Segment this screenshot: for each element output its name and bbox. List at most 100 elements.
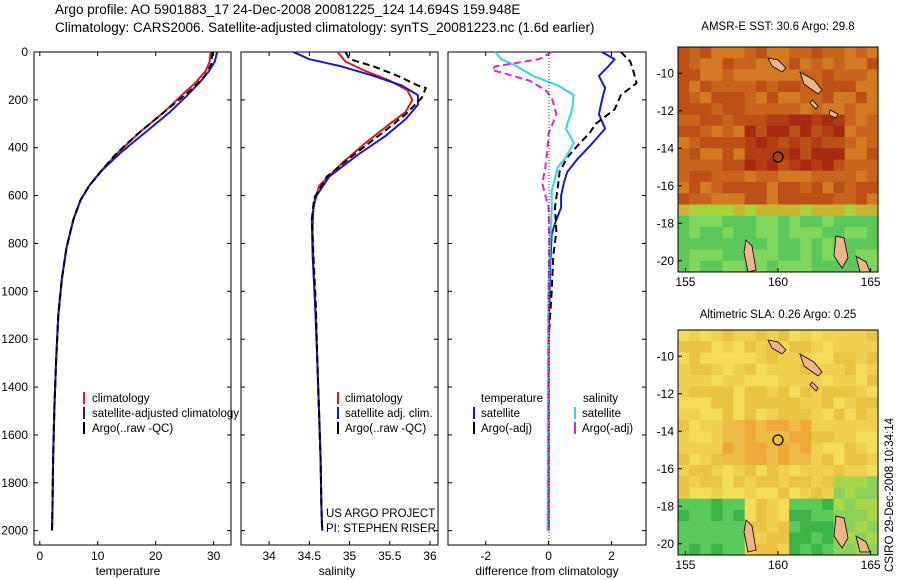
heat-cell: [778, 510, 790, 522]
heat-cell: [778, 543, 790, 555]
heat-cell: [700, 363, 712, 376]
depth-axis-ticks: 0 200 400 600 800 1000 1200 1400 1600 1800 2000: [1, 45, 646, 538]
heat-cell: [866, 238, 878, 250]
profile-line-satellite-adjusted-climatology: [51, 51, 219, 531]
heat-cell: [711, 137, 723, 149]
heat-cell: [822, 137, 835, 149]
heat-cell: [700, 521, 712, 533]
heat-cell: [822, 182, 835, 194]
heat-cell: [800, 442, 812, 455]
heat-cell: [811, 204, 823, 217]
heat-cell: [833, 341, 846, 353]
heat-cell: [822, 227, 835, 239]
heat-cell: [722, 103, 735, 115]
heat-cell: [678, 465, 690, 477]
map-y-tick-label: -18: [657, 216, 675, 230]
heat-cell: [700, 352, 712, 365]
heat-cell: [855, 182, 868, 194]
heat-cell: [844, 80, 857, 93]
legend-label-climatology: climatology: [92, 393, 150, 405]
heat-cell: [811, 453, 823, 466]
heat-cell: [733, 363, 746, 376]
heat-cell: [833, 420, 846, 432]
heat-cell: [811, 69, 823, 82]
heat-cell: [789, 543, 801, 555]
heat-cell: [766, 386, 779, 398]
heat-cell: [800, 431, 812, 443]
heat-cell: [700, 431, 712, 443]
island: [828, 109, 839, 119]
heat-cell: [778, 341, 790, 353]
heat-cell: [822, 386, 835, 398]
heat-cell: [800, 58, 812, 70]
heat-cell: [811, 543, 823, 555]
heat-cell: [778, 193, 790, 205]
heat-cell: [766, 442, 779, 455]
heat-cell: [866, 352, 878, 365]
heat-cell: [700, 47, 712, 59]
heat-cell: [689, 69, 701, 82]
heat-cell: [733, 170, 746, 183]
heat-cell: [822, 330, 835, 342]
heat-cell: [833, 92, 846, 104]
heat-cell: [689, 521, 701, 533]
heat-cell: [678, 375, 690, 387]
heat-cell: [855, 510, 868, 522]
x-tick-label: 20: [149, 549, 163, 563]
heat-cell: [678, 103, 690, 115]
heat-cell: [855, 249, 868, 262]
heat-cell: [700, 170, 712, 183]
heat-cell: [822, 80, 835, 93]
heat-cell: [678, 453, 690, 466]
depth-tick-label: 1400: [1, 380, 28, 394]
heat-cell: [711, 510, 723, 522]
heat-cell: [822, 363, 835, 376]
heat-cell: [733, 103, 746, 115]
heat-cell: [689, 103, 701, 115]
heat-cell: [766, 204, 779, 217]
heat-cell: [766, 431, 779, 443]
heat-cell: [766, 510, 779, 522]
heat-cell: [833, 498, 846, 511]
heat-cell: [700, 498, 712, 511]
heat-cell: [755, 476, 768, 488]
heat-cell: [844, 420, 857, 432]
heat-cell: [678, 543, 690, 555]
heat-cell: [822, 249, 835, 262]
heat-cell: [811, 498, 823, 511]
x-tick-label: 0: [36, 549, 43, 563]
heat-cell: [822, 170, 835, 183]
heat-cell: [722, 159, 735, 172]
heat-cell: [766, 465, 779, 477]
heat-cell: [744, 431, 757, 443]
heat-cell: [744, 125, 757, 138]
legend-label-temp-satellite: satellite: [481, 408, 520, 420]
heat-cell: [755, 521, 768, 533]
heat-cell: [822, 260, 835, 272]
x-tick-label: 34: [262, 549, 276, 563]
heat-cell: [800, 408, 812, 421]
heat-cell: [866, 125, 878, 138]
heat-cell: [689, 420, 701, 432]
heat-cell: [744, 103, 757, 115]
heat-cell: [733, 249, 746, 262]
depth-tick-label: 1600: [1, 428, 28, 442]
heat-cell: [866, 103, 878, 115]
heat-cell: [766, 103, 779, 115]
heat-cell: [789, 341, 801, 353]
heat-cell: [755, 103, 768, 115]
heat-cell: [800, 521, 812, 533]
heat-cell: [689, 125, 701, 138]
heat-cell: [766, 420, 779, 432]
heat-cell: [689, 137, 701, 149]
heat-cell: [789, 238, 801, 250]
heat-cell: [744, 453, 757, 466]
heat-cell: [722, 47, 735, 59]
heat-cell: [700, 80, 712, 93]
heat-cell: [778, 204, 790, 217]
heat-cell: [678, 125, 690, 138]
heat-cell: [766, 227, 779, 239]
heat-cell: [789, 476, 801, 488]
heat-cell: [778, 260, 790, 272]
heat-cell: [811, 92, 823, 104]
